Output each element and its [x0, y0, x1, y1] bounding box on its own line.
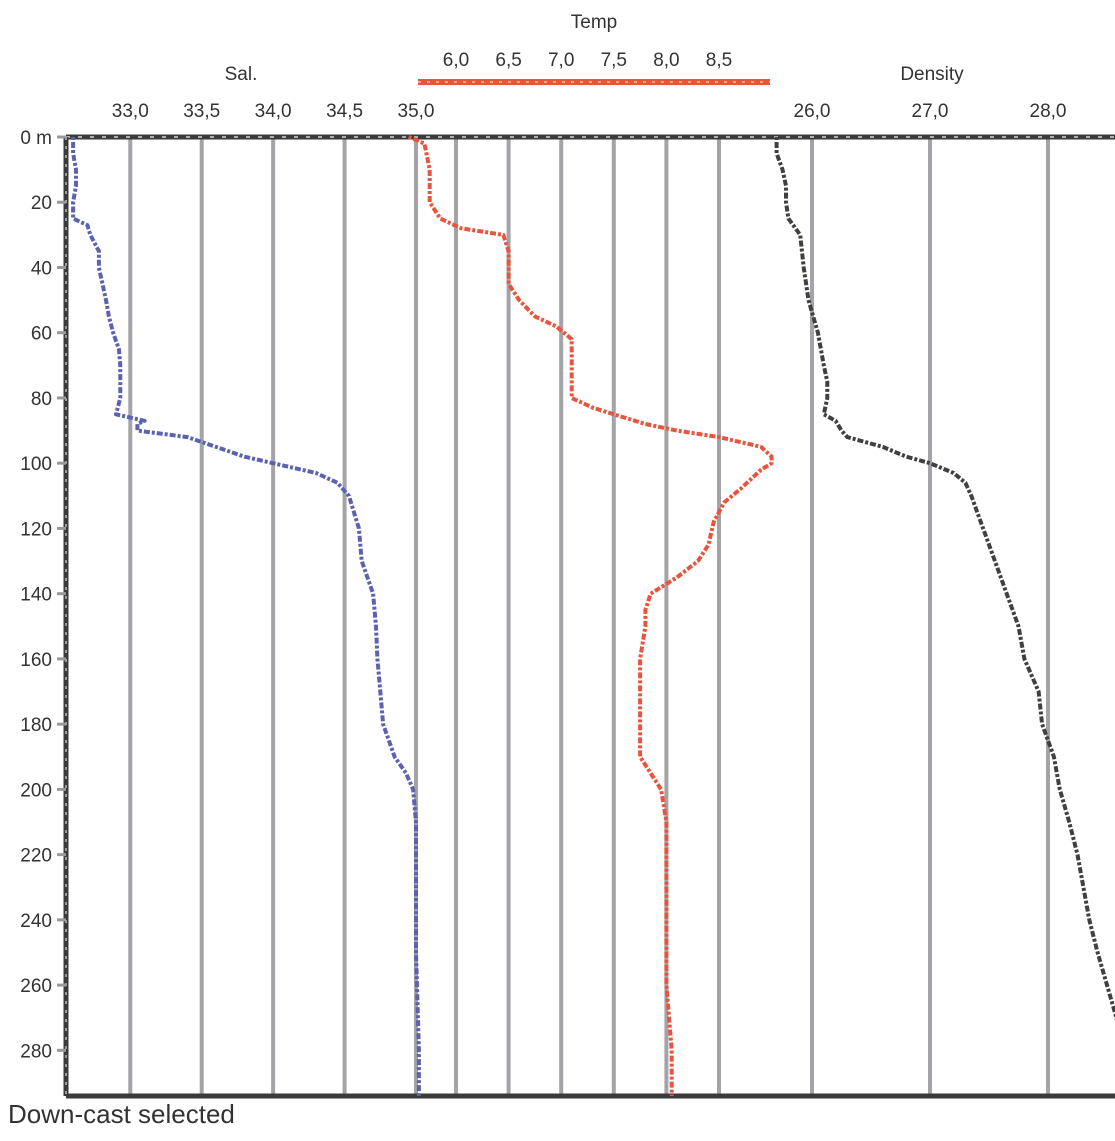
- salinity-tick-label: 33,0: [112, 101, 149, 122]
- salinity-tick-label: 34,0: [255, 101, 292, 122]
- vertical-gridlines: [128, 137, 1050, 1096]
- density-tick-label: 28,0: [1030, 101, 1067, 122]
- temperature-profile-line: [407, 135, 774, 1096]
- salinity-tick-label: 34,5: [326, 101, 363, 122]
- depth-tick-label: 180: [20, 715, 52, 736]
- depth-tick-label: 140: [20, 585, 52, 606]
- salinity-profile-line: [71, 137, 421, 1096]
- depth-tick-label: 20: [31, 193, 52, 214]
- density-axis-title: Density: [900, 64, 964, 85]
- density-tick-label: 26,0: [794, 101, 831, 122]
- salinity-tick-label: 35,0: [398, 101, 435, 122]
- top-axes-tick-labels: 33,0 33,5 34,0 34,5 35,0 6,0 6,5 7,0 7,5 8,0 8,5 26…: [112, 50, 1067, 122]
- depth-tick-label: 60: [31, 324, 52, 345]
- depth-tick-label: 100: [20, 454, 52, 475]
- temperature-tick-label: 7,0: [548, 50, 574, 71]
- depth-tick-label: 120: [20, 519, 52, 540]
- density-tick-label: 27,0: [912, 101, 949, 122]
- temperature-axis-title: Temp: [571, 12, 617, 33]
- depth-tick-label: 200: [20, 780, 52, 801]
- depth-tick-label: 220: [20, 846, 52, 867]
- plot-frame: [63, 134, 1115, 1099]
- depth-tick-label: 160: [20, 650, 52, 671]
- depth-tick-label: 40: [31, 258, 52, 279]
- cast-selection-status: Down-cast selected: [8, 1099, 235, 1129]
- depth-tick-label: 260: [20, 976, 52, 997]
- depth-tick-label: 80: [31, 389, 52, 410]
- salinity-axis-title: Sal.: [225, 64, 258, 85]
- temperature-tick-label: 7,5: [601, 50, 627, 71]
- profile-series: [71, 135, 1115, 1096]
- depth-tick-label: 0 m: [20, 128, 52, 149]
- temperature-tick-label: 8,0: [653, 50, 679, 71]
- depth-axis: 0 m 20 40 60 80 100 120 140 160 180 200 220 240 260 28…: [20, 128, 66, 1062]
- depth-tick-label: 280: [20, 1041, 52, 1062]
- temperature-tick-label: 6,5: [495, 50, 521, 71]
- density-profile-line: [774, 137, 1115, 1022]
- salinity-tick-label: 33,5: [183, 101, 220, 122]
- depth-tick-label: 240: [20, 911, 52, 932]
- temperature-tick-label: 8,5: [706, 50, 732, 71]
- temperature-tick-label: 6,0: [443, 50, 469, 71]
